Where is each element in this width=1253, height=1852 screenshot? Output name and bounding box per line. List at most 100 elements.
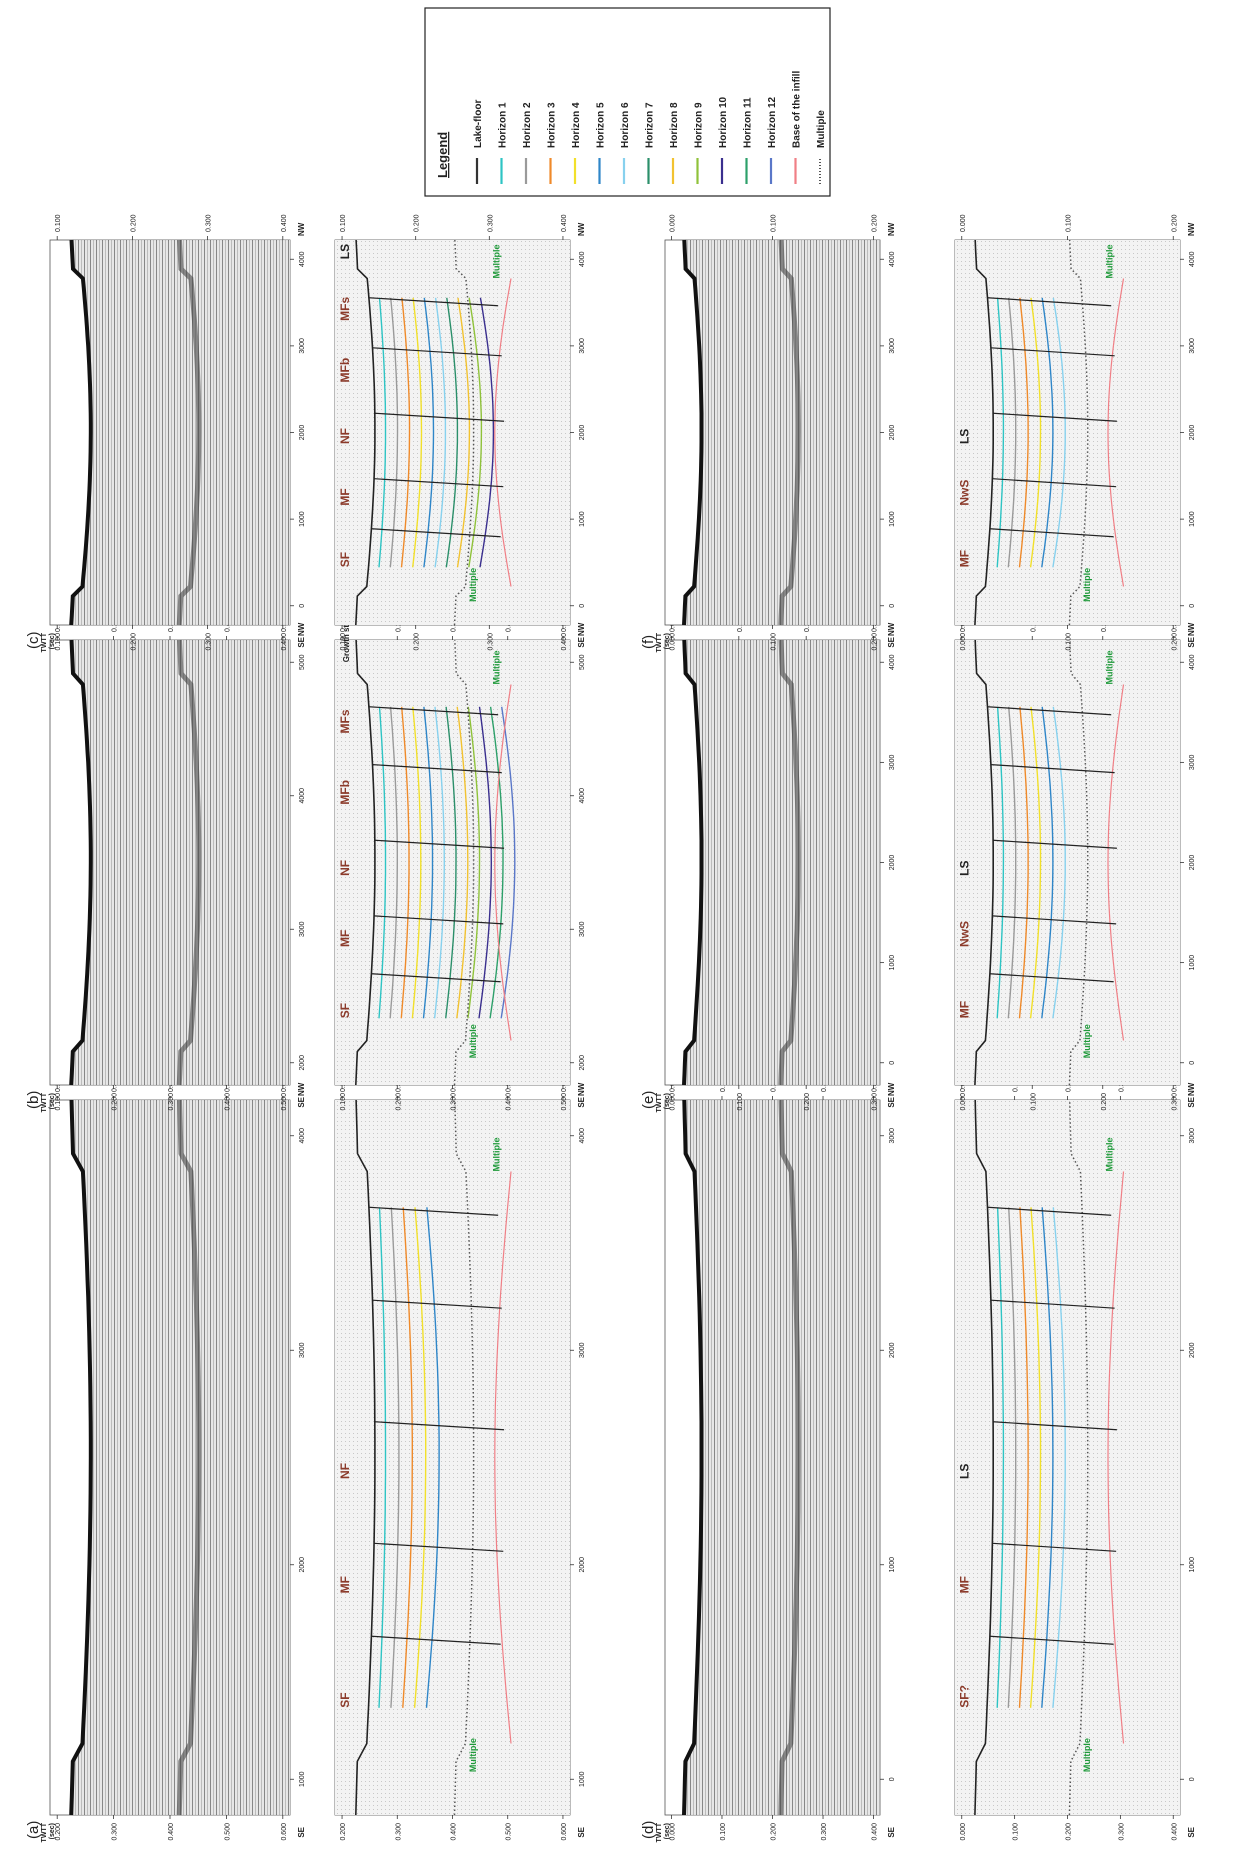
lake-floor-reflector bbox=[682, 639, 704, 1086]
nw-label: NW bbox=[297, 622, 306, 636]
horizon-line bbox=[456, 706, 469, 1019]
horizon-line bbox=[389, 297, 399, 568]
lake-floor-reflector bbox=[682, 239, 704, 626]
structure-label: LS bbox=[958, 861, 972, 876]
twtt-tick-label: 0.400 bbox=[281, 214, 288, 232]
structure-label: NwS bbox=[958, 921, 972, 947]
se-label: SE bbox=[1187, 1096, 1196, 1107]
nw-label: NW bbox=[577, 1082, 586, 1096]
twtt-tick-label: 0.300 bbox=[1171, 1093, 1178, 1111]
horizon-line bbox=[433, 706, 446, 1019]
twtt-axis-label: TWTT bbox=[41, 632, 48, 652]
nw-label: NW bbox=[577, 622, 586, 636]
twtt-tick-label: 0.400 bbox=[561, 633, 568, 651]
structure-label: MFs bbox=[338, 709, 352, 733]
twtt-unit-label: (sec) bbox=[49, 633, 56, 649]
distance-tick-label: 1000 bbox=[889, 511, 896, 527]
distance-tick-label: 2000 bbox=[299, 1055, 306, 1071]
horizon-line bbox=[1029, 706, 1042, 1019]
panel-c: (c) 0.1000.1000.2000.2000.3000.3000.4000.… bbox=[25, 214, 586, 652]
distance-tick-label: 1000 bbox=[889, 1557, 896, 1573]
structure-label: NF bbox=[338, 428, 352, 444]
horizon-line bbox=[479, 297, 495, 568]
distance-tick-label: 3000 bbox=[299, 921, 306, 937]
structure-label: LS bbox=[958, 429, 972, 444]
twtt-tick-label: 0.200 bbox=[414, 633, 421, 651]
fault-line bbox=[374, 412, 505, 422]
twtt-tick-label: 0.100 bbox=[55, 633, 62, 651]
distance-tick-label: 2000 bbox=[1189, 425, 1196, 441]
distance-tick-label: 2000 bbox=[889, 855, 896, 871]
distance-tick-label: 4000 bbox=[889, 251, 896, 267]
structure-label: NF bbox=[338, 1463, 352, 1479]
twtt-unit-label: (sec) bbox=[664, 1823, 671, 1839]
structure-label: MF bbox=[338, 1576, 352, 1593]
twtt-tick-label: 0.000 bbox=[669, 633, 676, 651]
multiple-label: Multiple bbox=[1105, 245, 1115, 279]
distance-tick-label: 3000 bbox=[889, 754, 896, 770]
fault-line bbox=[993, 1421, 1117, 1431]
multiple-label: Multiple bbox=[492, 245, 502, 279]
multiple-label: Multiple bbox=[1105, 651, 1115, 685]
distance-tick-label: 4000 bbox=[579, 251, 586, 267]
horizon-line bbox=[1052, 297, 1066, 568]
twtt-tick-label: 0.000 bbox=[669, 1823, 676, 1841]
structure-label: MF bbox=[338, 930, 352, 947]
fault-line bbox=[374, 1421, 505, 1431]
distance-tick-label: 3000 bbox=[1189, 1128, 1196, 1144]
fault-line bbox=[371, 973, 501, 983]
distance-tick-label: 4000 bbox=[299, 788, 306, 804]
distance-tick-label: 0 bbox=[1189, 1061, 1196, 1065]
twtt-tick-label: 0.300 bbox=[206, 633, 213, 651]
horizon-line bbox=[378, 1207, 387, 1708]
distance-tick-label: 0 bbox=[889, 1777, 896, 1781]
distance-tick-label: 3000 bbox=[889, 1128, 896, 1144]
horizon-line bbox=[1052, 1207, 1066, 1708]
panel-letter: (f) bbox=[640, 635, 657, 649]
fault-line bbox=[990, 1299, 1115, 1309]
twtt-tick-label: 0.200 bbox=[804, 1093, 811, 1111]
fault-line bbox=[368, 706, 499, 716]
twtt-tick-label: 0.200 bbox=[55, 1823, 62, 1841]
twtt-tick-label: 0.400 bbox=[281, 633, 288, 651]
nw-label: NW bbox=[1187, 1082, 1196, 1096]
horizon-line bbox=[500, 706, 516, 1019]
sediment-fill bbox=[71, 240, 290, 625]
legend-entry-label: Horizon 7 bbox=[645, 102, 656, 148]
horizon-line bbox=[389, 706, 398, 1019]
twtt-tick-label: 0.100 bbox=[55, 214, 62, 232]
distance-tick-label: 2000 bbox=[1189, 855, 1196, 871]
multiple-label: Multiple bbox=[468, 1738, 478, 1772]
raw-seismic-profile: 0.000 0.000 0.100 0.100 0.200 0.200 0 1000 2000 3… bbox=[656, 214, 896, 652]
twtt-tick-label: 0.200 bbox=[130, 633, 137, 651]
twtt-tick-label: 0.100 bbox=[771, 214, 778, 232]
twtt-unit-label: (sec) bbox=[49, 1823, 56, 1839]
horizon-line bbox=[468, 297, 483, 568]
interpreted-profile: SF MF NF MFb MFs LS Multiple Multiple 0.100 0.100… bbox=[334, 214, 586, 651]
distance-tick-label: 1000 bbox=[1189, 955, 1196, 971]
se-label: SE bbox=[887, 1096, 896, 1107]
horizon-line bbox=[1052, 706, 1066, 1019]
horizon-line bbox=[413, 1207, 427, 1708]
legend-entry-label: Horizon 6 bbox=[620, 102, 631, 148]
legend-entry-label: Horizon 12 bbox=[767, 96, 778, 148]
multiple-reflector bbox=[778, 239, 801, 626]
twtt-tick-label: 0.300 bbox=[487, 214, 494, 232]
panel-d: (d)0.0000.0000.1000.1000.2000.2000.3000.… bbox=[640, 1074, 1196, 1842]
fault-line bbox=[371, 528, 501, 538]
twtt-tick-label: 0.200 bbox=[1171, 633, 1178, 651]
lake-floor-line bbox=[355, 239, 376, 626]
fault-line bbox=[368, 1206, 499, 1216]
twtt-axis-label: TWTT bbox=[656, 1822, 663, 1842]
twtt-tick-label: 0.200 bbox=[872, 633, 879, 651]
twtt-tick-label: 0.500 bbox=[506, 1823, 513, 1841]
structure-label: SF? bbox=[958, 1685, 972, 1708]
horizon-line bbox=[390, 1207, 400, 1708]
fault-line bbox=[990, 347, 1115, 357]
fault-line bbox=[374, 1542, 504, 1552]
horizon-line bbox=[411, 706, 422, 1019]
horizon-line bbox=[1018, 297, 1029, 568]
fault-line bbox=[992, 1542, 1117, 1552]
fault-line bbox=[372, 1299, 502, 1309]
fault-line bbox=[992, 915, 1117, 925]
